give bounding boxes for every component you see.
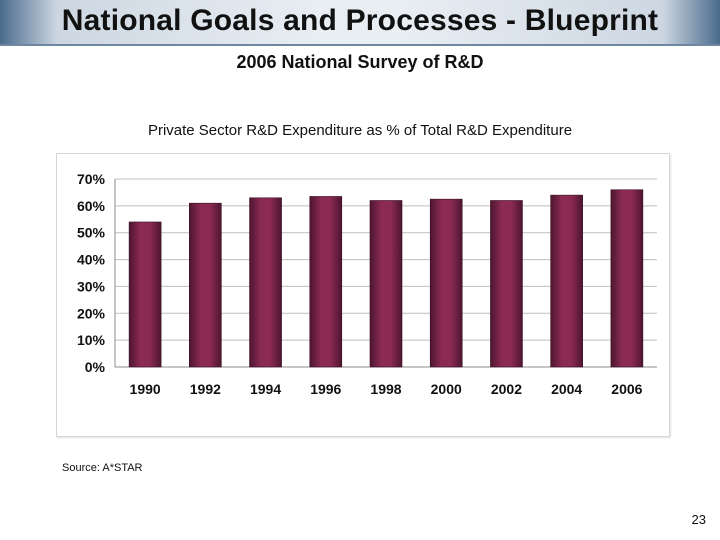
title-bar: National Goals and Processes - Blueprint — [0, 0, 720, 46]
y-tick-label: 40% — [77, 252, 106, 268]
x-tick-label: 2002 — [491, 381, 522, 397]
bar — [249, 197, 282, 368]
y-tick-label: 70% — [77, 171, 106, 187]
x-tick-label: 1994 — [250, 381, 281, 397]
source-note: Source: A*STAR — [62, 462, 143, 474]
bar — [189, 202, 222, 368]
bar — [550, 194, 583, 368]
chart-title: Private Sector R&D Expenditure as % of T… — [147, 122, 573, 139]
y-tick-label: 0% — [85, 359, 106, 375]
bar — [610, 189, 644, 368]
x-tick-label: 2000 — [431, 381, 462, 397]
bar — [369, 200, 403, 368]
bar — [128, 221, 162, 368]
slide-title: National Goals and Processes - Blueprint — [61, 4, 659, 37]
y-tick-label: 60% — [77, 198, 106, 214]
bar-chart: 0% 10% 20% 30% 40% 50% 60% 70% 1990 1992 1994 1996 1… — [77, 171, 657, 397]
bar — [429, 198, 463, 368]
bar — [309, 196, 343, 368]
x-tick-label: 1996 — [310, 381, 341, 397]
y-tick-label: 30% — [77, 278, 106, 294]
page-number: 23 — [691, 512, 706, 527]
x-tick-label: 1992 — [190, 381, 221, 397]
x-tick-label: 2006 — [611, 381, 642, 397]
x-tick-label: 2004 — [551, 381, 582, 397]
x-tick-label: 1990 — [130, 381, 161, 397]
y-tick-label: 50% — [77, 225, 106, 241]
x-tick-label: 1998 — [370, 381, 401, 397]
slide-subtitle: 2006 National Survey of R&D — [236, 52, 484, 72]
y-tick-label: 20% — [77, 305, 106, 321]
bar — [490, 200, 523, 368]
y-tick-label: 10% — [77, 332, 106, 348]
chart-frame: 0% 10% 20% 30% 40% 50% 60% 70% 1990 1992 1994 1996 1… — [56, 153, 670, 437]
